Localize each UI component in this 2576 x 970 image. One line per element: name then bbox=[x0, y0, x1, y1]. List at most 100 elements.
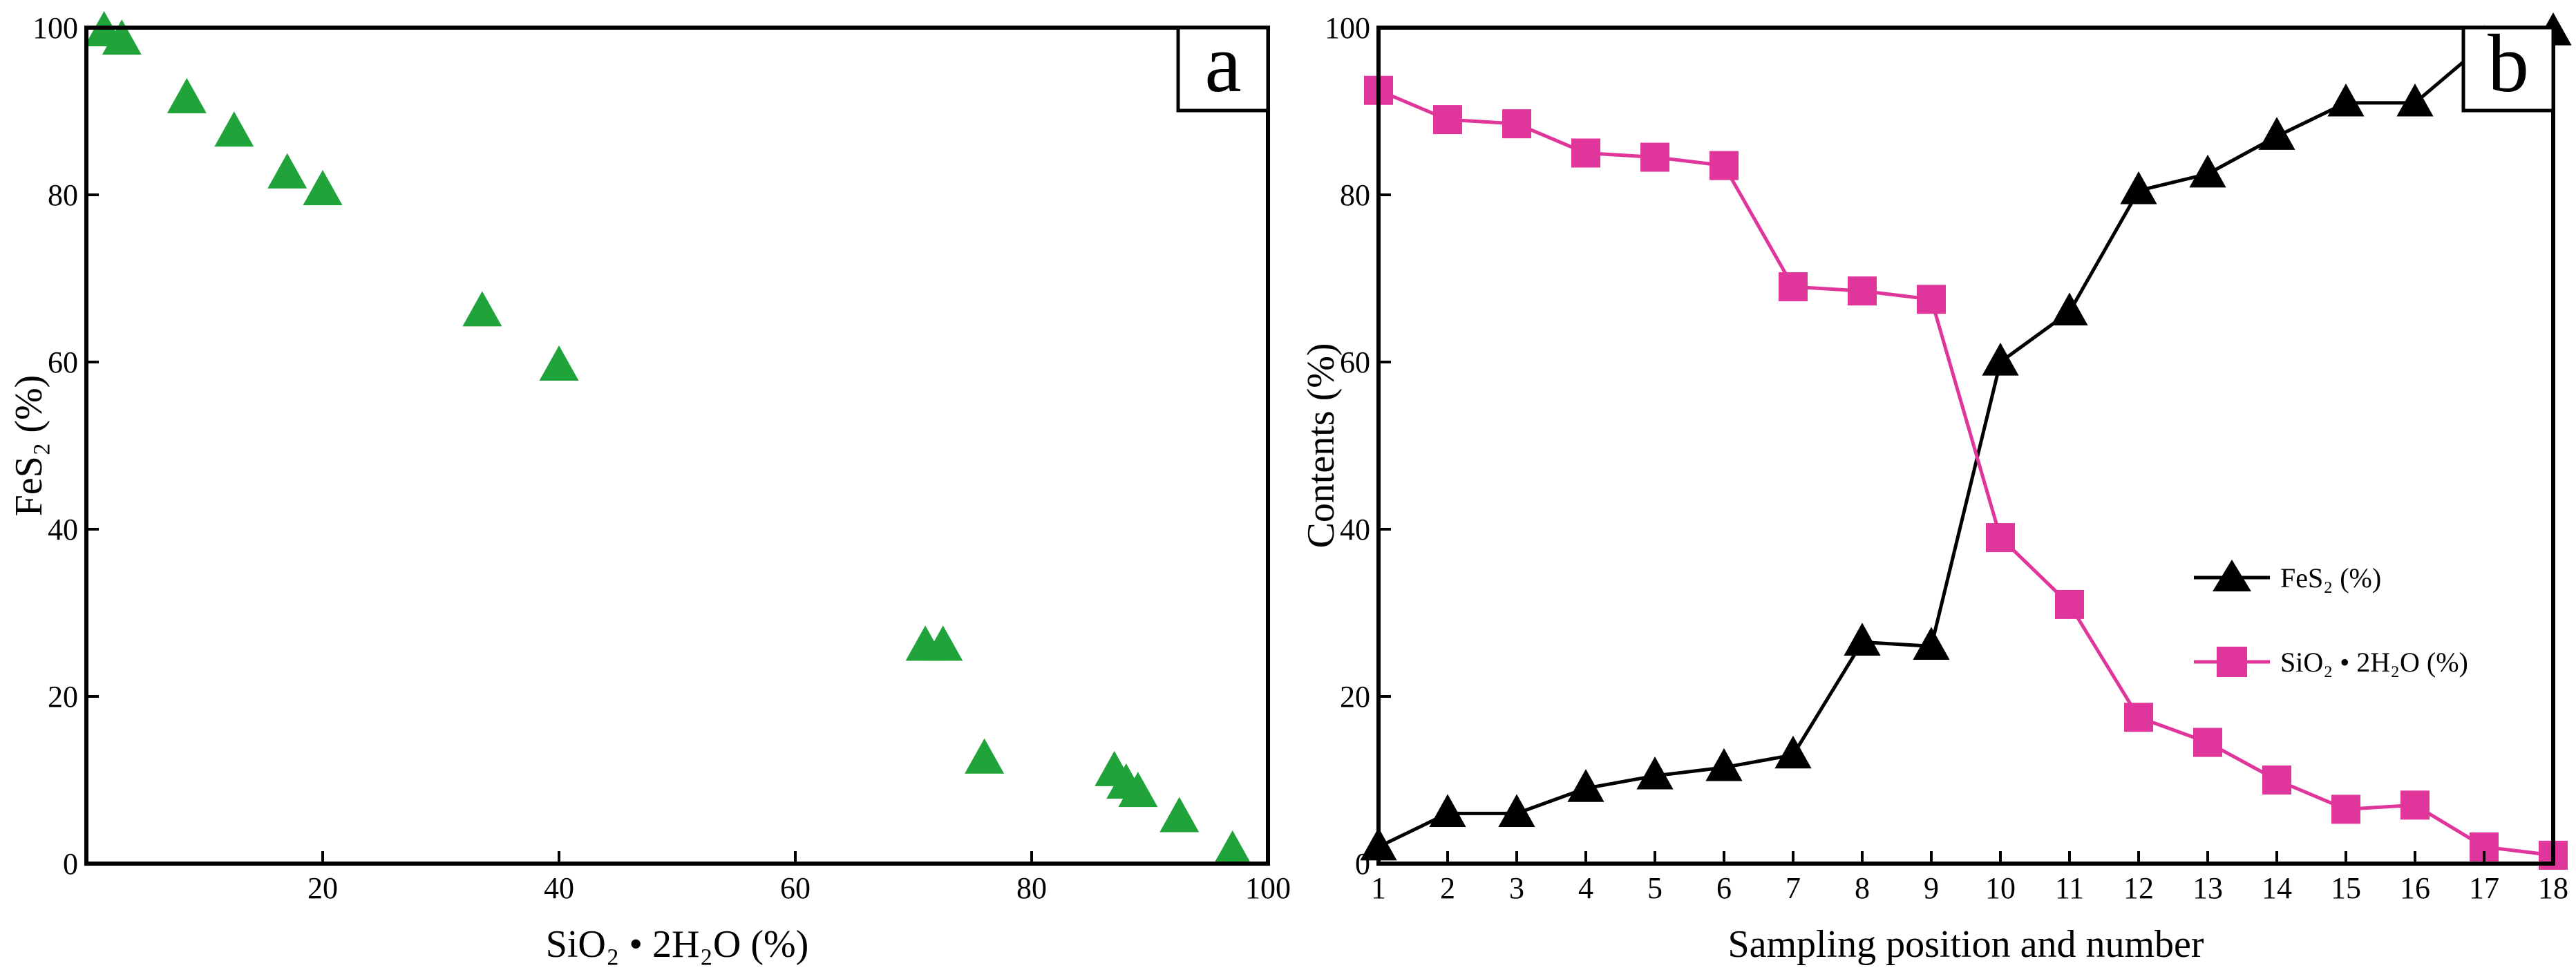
panel-b-x-tick-label: 17 bbox=[2469, 871, 2499, 905]
panel-b-marks bbox=[1360, 12, 2572, 870]
panel-a-y-tick-label: 0 bbox=[63, 847, 78, 881]
panel-b-label: b bbox=[2488, 17, 2529, 109]
panel-a-x-tick-label: 80 bbox=[1016, 871, 1047, 905]
panel-b-y-tick-label: 20 bbox=[1340, 680, 1370, 714]
series-fes2-line bbox=[1377, 30, 2554, 849]
series-fes2-point bbox=[1844, 622, 1881, 656]
panel-a-y-tick-label: 80 bbox=[48, 178, 78, 212]
panel-a-data-point bbox=[214, 111, 254, 147]
panel-b-x-tick-label: 5 bbox=[1647, 871, 1663, 905]
panel-a-y-tick-label: 20 bbox=[48, 680, 78, 714]
panel-b-x-tick-label: 15 bbox=[2331, 871, 2361, 905]
series-sio2-line bbox=[1378, 88, 2554, 857]
panel-b-x-tick-label: 10 bbox=[1985, 871, 2016, 905]
series-fes2-point bbox=[1429, 794, 1466, 827]
panel-a-data-point bbox=[965, 738, 1005, 774]
panel-b-x-tick-label: 1 bbox=[1371, 871, 1386, 905]
panel-a-x-tick-label: 100 bbox=[1245, 871, 1291, 905]
series-sio2-point bbox=[2400, 790, 2430, 820]
legend-sio2-marker bbox=[2217, 647, 2247, 677]
panel-a-y-axis-title: FeS₂ (%) bbox=[8, 375, 50, 517]
series-sio2-point bbox=[2331, 795, 2360, 824]
series-sio2-point bbox=[1433, 105, 1462, 135]
panel-b-x-tick-label: 2 bbox=[1440, 871, 1455, 905]
panel-b-y-tick-label: 0 bbox=[1355, 847, 1370, 881]
series-sio2-point bbox=[2262, 765, 2291, 795]
panel-b-chart: 1 2 3 4 5 6 7 8 9 10 11 12 13 14 15 16 17 18020406080100 … bbox=[1300, 11, 2572, 966]
panel-b-x-tick-label: 6 bbox=[1716, 871, 1732, 905]
series-fes2-point bbox=[2189, 154, 2226, 188]
panel-b-label-box bbox=[2461, 26, 2555, 113]
panel-b-y-tick-label: 80 bbox=[1340, 178, 1370, 212]
panel-a-data-point bbox=[102, 19, 142, 55]
series-sio2-point bbox=[2124, 703, 2153, 732]
panel-b-x-tick-label: 8 bbox=[1855, 871, 1870, 905]
panel-a-data-point bbox=[1159, 797, 1200, 833]
panel-b-x-tick-label: 3 bbox=[1509, 871, 1524, 905]
panel-a-data-point bbox=[167, 77, 207, 113]
panel-a-data-point bbox=[1118, 772, 1158, 808]
panel-a-x-tick-label: 60 bbox=[780, 871, 811, 905]
series-fes2-point bbox=[1982, 343, 2019, 376]
panel-a-data-point bbox=[267, 153, 307, 189]
series-sio2-point bbox=[1640, 142, 1669, 172]
series-fes2-point bbox=[1913, 627, 1950, 660]
panel-b-x-tick-label: 14 bbox=[2262, 871, 2292, 905]
panel-b-x-tick-label: 12 bbox=[2123, 871, 2154, 905]
series-sio2-point bbox=[2193, 728, 2222, 757]
series-fes2-point bbox=[2396, 83, 2434, 117]
series-sio2-point bbox=[1502, 109, 1531, 139]
panel-a-data-point bbox=[923, 625, 963, 661]
panel-a-data-point bbox=[462, 291, 502, 327]
panel-a-y-tick-label: 100 bbox=[32, 11, 78, 45]
panel-b-x-tick-label: 16 bbox=[2400, 871, 2430, 905]
panel-a-data-point bbox=[539, 345, 579, 381]
panel-b-x-axis-title: Sampling position and number bbox=[1727, 923, 2204, 966]
series-sio2-point bbox=[1710, 151, 1739, 180]
series-sio2-point bbox=[1917, 285, 1946, 314]
panel-a-x-tick-label: 40 bbox=[544, 871, 574, 905]
series-fes2-point bbox=[2120, 171, 2157, 205]
panel-b-y-axis-title: Contents (%) bbox=[1300, 343, 1343, 548]
series-fes2-point bbox=[1567, 769, 1604, 802]
series-fes2-point bbox=[1498, 794, 1535, 827]
series-fes2-point bbox=[2258, 117, 2295, 150]
legend-fes2-marker bbox=[2213, 560, 2251, 591]
series-sio2-point bbox=[1848, 276, 1877, 306]
panel-b-legend: FeS₂ (%) SiO₂ • 2H₂O (%) bbox=[2194, 560, 2468, 678]
legend-fes2-label: FeS₂ (%) bbox=[2280, 562, 2381, 593]
legend-sio2-label: SiO₂ • 2H₂O (%) bbox=[2280, 647, 2468, 678]
panel-b-x-tick-label: 4 bbox=[1578, 871, 1593, 905]
panel-a-label: a bbox=[1204, 17, 1241, 109]
panel-b-y-tick-label: 40 bbox=[1340, 513, 1370, 546]
panel-a-plot-frame bbox=[84, 26, 1270, 866]
panel-b-y-tick-label: 100 bbox=[1325, 11, 1370, 45]
panel-a-marks bbox=[84, 11, 1253, 866]
panel-a-x-axis-title: SiO₂ • 2H₂O (%) bbox=[546, 923, 809, 966]
series-fes2-point bbox=[2327, 83, 2365, 117]
panel-b-x-tick-label: 18 bbox=[2538, 871, 2568, 905]
panel-b-x-tick-label: 7 bbox=[1786, 871, 1801, 905]
series-sio2-point bbox=[1571, 138, 1600, 168]
series-fes2-point bbox=[1705, 748, 1743, 781]
panel-a-chart: 20 40 60 80 100 0 20 40 60 80 100 a SiO₂ • 2H₂O (%… bbox=[8, 11, 1291, 966]
panel-b-x-tick-label: 11 bbox=[2055, 871, 2084, 905]
panel-b-plot-frame bbox=[1376, 26, 2555, 866]
series-sio2-point bbox=[1779, 272, 1808, 302]
panel-a-y-tick-label: 60 bbox=[48, 345, 78, 379]
series-sio2-point bbox=[1986, 523, 2015, 553]
panel-a-y-tick-label: 40 bbox=[48, 513, 78, 546]
panel-b-y-tick-label: 60 bbox=[1340, 345, 1370, 379]
series-fes2-point bbox=[1774, 735, 1812, 769]
panel-b-x-tick-label: 9 bbox=[1924, 871, 1939, 905]
panel-a-ticks: 20 40 60 80 100 0 20 40 60 80 100 bbox=[32, 11, 1291, 905]
panel-a-label-box bbox=[1176, 26, 1270, 113]
series-fes2-point bbox=[2051, 292, 2088, 325]
panel-a-data-point bbox=[1213, 830, 1253, 866]
series-fes2-point bbox=[1636, 756, 1674, 790]
panel-a-data-point bbox=[303, 169, 343, 205]
series-sio2-point bbox=[2055, 589, 2084, 619]
panel-a-x-tick-label: 20 bbox=[307, 871, 338, 905]
